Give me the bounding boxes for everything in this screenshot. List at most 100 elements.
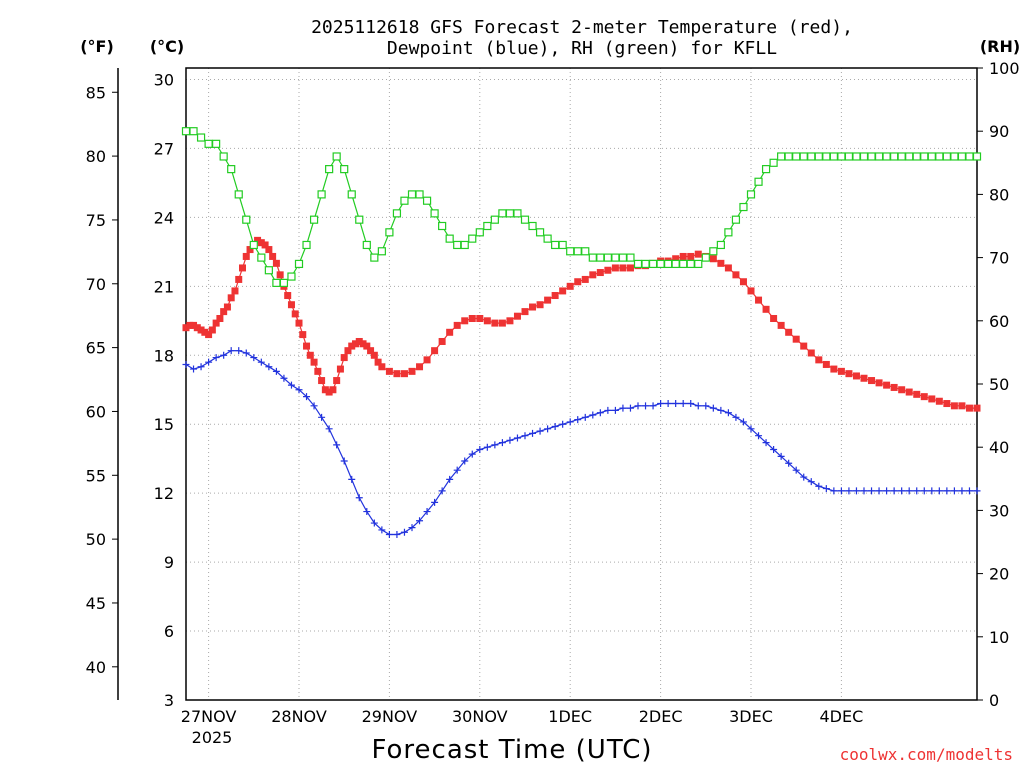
dewpoint-point (498, 439, 506, 447)
temperature-point (438, 337, 446, 345)
dewpoint-point (393, 531, 401, 539)
temperature-point (416, 363, 424, 371)
rh-point (701, 253, 710, 262)
rh-point (445, 234, 454, 243)
celsius-tick-label: 15 (154, 415, 174, 434)
temperature-point (446, 328, 454, 336)
dewpoint-point (242, 349, 250, 357)
rh-point (664, 259, 673, 269)
fahrenheit-tick-label: 65 (86, 339, 106, 358)
x-axis-label: Forecast Time (UTC) (371, 735, 652, 765)
temperature-point (898, 386, 906, 394)
dewpoint-point (423, 508, 431, 516)
dewpoint-point (755, 432, 763, 440)
fahrenheit-tick-label: 75 (86, 211, 106, 230)
celsius-tick-label: 9 (164, 553, 174, 572)
temperature-point (340, 354, 348, 362)
rh-point (581, 247, 590, 256)
rh-point (829, 152, 838, 161)
rh-point (385, 228, 394, 237)
dewpoint-point (777, 452, 785, 460)
dewpoint-point (679, 400, 687, 408)
rh-point (890, 152, 899, 161)
rh-point (671, 259, 680, 269)
rh-point (626, 253, 635, 262)
rh-point (212, 139, 221, 148)
celsius-tick-label: 21 (154, 277, 174, 296)
rh-point (935, 152, 944, 161)
dewpoint-point (190, 365, 198, 373)
dewpoint-point (913, 487, 921, 495)
plot-series (181, 127, 982, 539)
temperature-point (920, 393, 928, 401)
rh-point (355, 215, 364, 224)
temperature-point (257, 239, 265, 247)
rh-point (822, 152, 831, 161)
dewpoint-point (431, 498, 439, 506)
temperature-point (363, 342, 371, 350)
dewpoint-point (513, 434, 521, 442)
rh-point (498, 209, 507, 218)
temperature-point (709, 255, 717, 263)
rh-point (799, 152, 808, 161)
temperature-point (755, 296, 763, 304)
temperature-point (943, 400, 951, 408)
rh-point (709, 247, 718, 256)
temperature-point (845, 370, 853, 378)
temperature-point (913, 390, 921, 398)
dewpoint-point (950, 487, 958, 495)
rh-point (189, 127, 198, 136)
temperature-point (762, 305, 770, 313)
rh-point (483, 221, 492, 231)
rh-point (475, 228, 484, 237)
temperature-point (239, 264, 246, 272)
temperature-point (318, 377, 326, 385)
dewpoint-point (596, 409, 604, 417)
dewpoint-point (634, 402, 642, 410)
temperature-point (303, 342, 311, 350)
temperature-point (329, 386, 337, 394)
dewpoint-point (280, 374, 288, 382)
temperature-point (227, 294, 235, 302)
temperature-point (732, 271, 740, 279)
rh-tick-label: 30 (989, 501, 1009, 520)
rh-point (227, 165, 236, 174)
temperature-point (837, 367, 845, 375)
dewpoint-point (348, 475, 356, 483)
temperature-point (408, 367, 416, 375)
dewpoint-point (385, 531, 393, 539)
dewpoint-point (370, 519, 378, 527)
celsius-tick-label: 18 (154, 346, 174, 365)
rh-point (656, 259, 665, 269)
temperature-point (325, 388, 333, 396)
temperature-point (306, 351, 314, 359)
rh-point (633, 259, 643, 269)
dewpoint-point (852, 487, 860, 495)
temperature-point (792, 335, 800, 343)
dewpoint-point (476, 445, 484, 453)
dewpoint-point (883, 487, 891, 495)
rh-tick-label: 10 (989, 628, 1009, 647)
rh-point (264, 266, 273, 275)
temperature-point (935, 397, 943, 405)
rh-point (535, 228, 545, 237)
rh-tick-label: 20 (989, 565, 1009, 584)
temperature-point (400, 370, 408, 378)
chart-title-line-1: 2025112618 GFS Forecast 2-meter Temperat… (311, 17, 853, 38)
rh-point (769, 158, 778, 167)
temperature-point (299, 331, 307, 339)
temperature-point (201, 328, 209, 336)
temperature-point (807, 349, 815, 357)
dewpoint-point (687, 400, 695, 408)
rh-unit-label: (RH) (980, 37, 1020, 56)
rh-point (867, 152, 876, 161)
rh-point (551, 240, 560, 250)
dewpoint-point (717, 406, 725, 414)
x-tick-label: 29NOV (362, 707, 418, 726)
temperature-point (197, 326, 205, 334)
temperature-point (604, 266, 612, 274)
rh-point (694, 259, 703, 269)
x-tick-label: 30NOV (452, 707, 508, 726)
temperature-point (800, 342, 808, 350)
